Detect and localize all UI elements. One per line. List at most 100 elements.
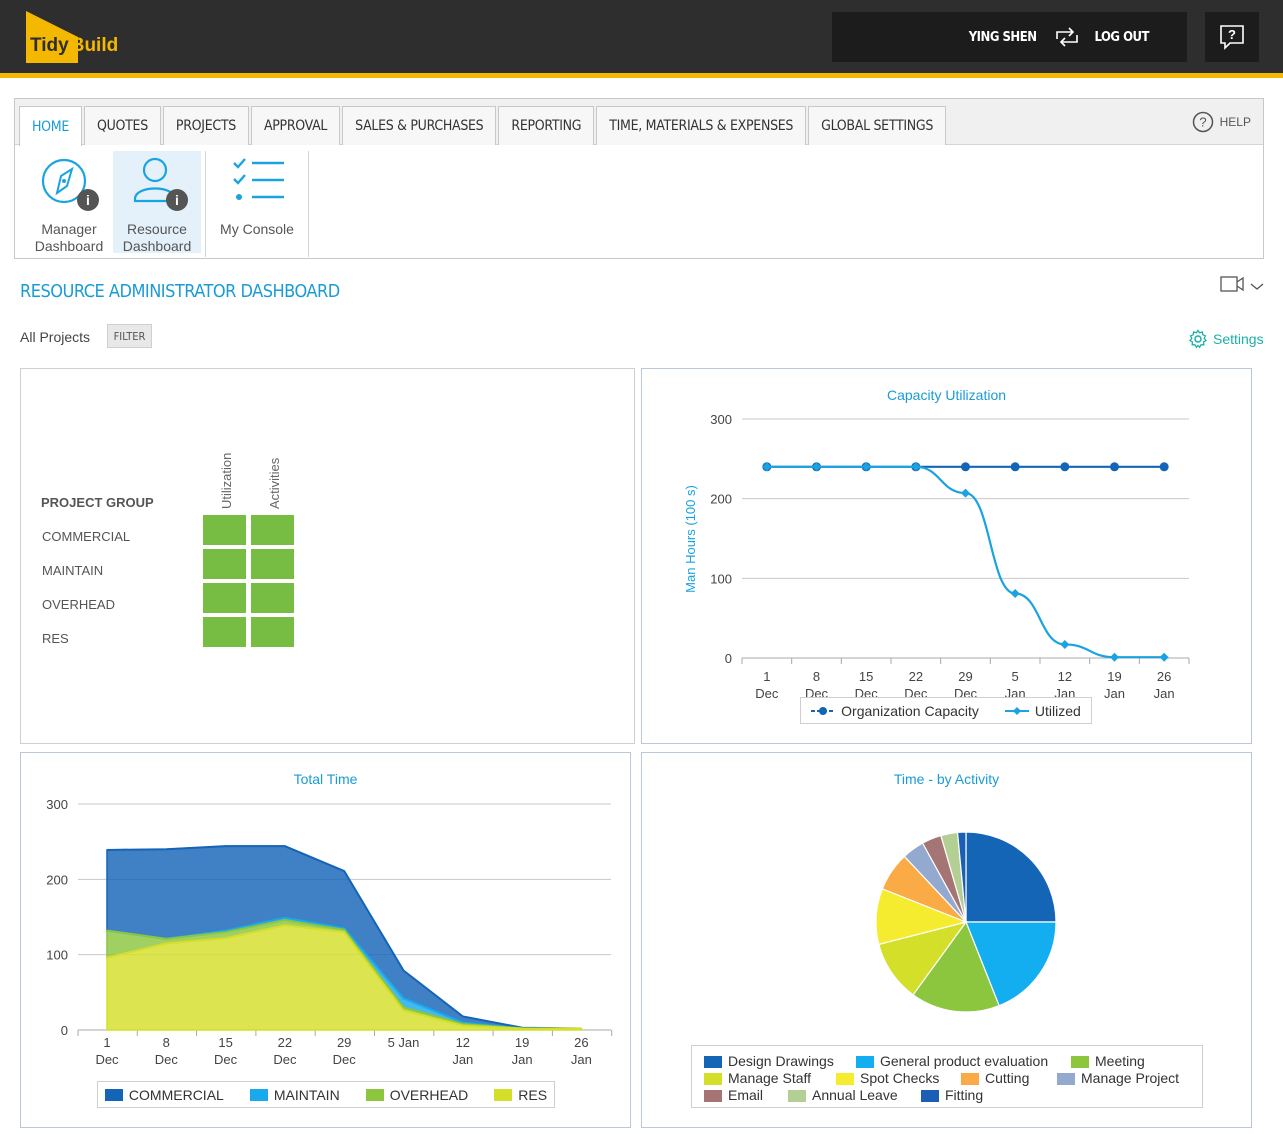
x-tick-label: 5 <box>1012 669 1019 684</box>
legend-commercial[interactable]: COMMERCIAL <box>104 1087 224 1103</box>
resource-dashboard-button[interactable]: i Resource Dashboard <box>113 151 201 254</box>
pie-slice-fitting[interactable] <box>956 831 967 923</box>
legend-swatch <box>704 1072 722 1085</box>
user-icon: i <box>133 157 188 211</box>
tab-home[interactable]: HOME <box>19 106 83 146</box>
x-tick-label: 26 <box>574 1035 588 1050</box>
manager-dashboard-button[interactable]: i Manager Dashboard <box>25 151 113 254</box>
my-console-button[interactable]: My Console <box>210 151 304 253</box>
legend-overhead[interactable]: OVERHEAD <box>365 1087 468 1103</box>
legend-email[interactable]: Email <box>704 1087 763 1104</box>
legend-label: Manage Staff <box>728 1070 812 1086</box>
main-tabs: HOME QUOTES PROJECTS APPROVAL SALES & PURCHA… <box>19 106 947 146</box>
heatmap-cell[interactable] <box>251 515 294 545</box>
legend-organization-capacity[interactable]: Organization Capacity <box>811 703 979 719</box>
data-point[interactable] <box>1060 462 1070 472</box>
legend-fitting[interactable]: Fitting <box>921 1087 983 1104</box>
legend-row: Design Drawings General product evaluatio… <box>704 1053 1190 1070</box>
legend-label: Spot Checks <box>860 1070 940 1086</box>
data-point[interactable] <box>1159 652 1169 662</box>
x-tick-label: Dec <box>273 1052 297 1067</box>
heatmap-column-header: Activities <box>267 457 282 509</box>
data-point[interactable] <box>861 462 871 472</box>
heatmap-column-header: Utilization <box>219 452 234 509</box>
data-point[interactable] <box>1110 462 1119 472</box>
legend-design-drawings[interactable]: Design Drawings <box>704 1053 834 1070</box>
heatmap-cell[interactable] <box>203 549 246 579</box>
legend-spot-checks[interactable]: Spot Checks <box>836 1070 939 1087</box>
data-point[interactable] <box>911 462 921 472</box>
pie-slice-general-product-evaluation[interactable] <box>965 921 1057 1007</box>
y-tick-label: 300 <box>46 797 68 812</box>
project-group-row: COMMERCIAL <box>42 529 131 544</box>
help-link[interactable]: ? HELP <box>1192 111 1251 133</box>
legend-label: Email <box>728 1087 764 1103</box>
tidybuild-logo[interactable]: Tidy Build <box>26 11 118 63</box>
heatmap-cell[interactable] <box>203 617 246 647</box>
legend-swatch <box>856 1055 874 1068</box>
data-point[interactable] <box>762 462 772 472</box>
help-chat-button[interactable]: ? <box>1205 12 1259 62</box>
data-point[interactable] <box>961 488 970 498</box>
legend-meeting[interactable]: Meeting <box>1071 1053 1145 1070</box>
y-tick-label: 200 <box>710 492 732 507</box>
data-point[interactable] <box>961 462 970 472</box>
legend-label: Design Drawings <box>728 1053 834 1069</box>
legend-general-product-evaluation[interactable]: General product evaluation <box>856 1053 1048 1070</box>
heatmap-cell[interactable] <box>251 617 294 647</box>
heatmap-cell[interactable] <box>203 515 246 545</box>
data-point[interactable] <box>812 462 821 472</box>
logout-button[interactable]: LOG OUT <box>1054 27 1149 47</box>
y-tick-label: 300 <box>710 412 732 427</box>
legend-manage-staff[interactable]: Manage Staff <box>704 1070 811 1087</box>
legend-annual-leave[interactable]: Annual Leave <box>788 1087 898 1104</box>
tab-quotes[interactable]: QUOTES <box>84 106 161 145</box>
tab-approval[interactable]: APPROVAL <box>250 106 341 145</box>
legend-maintain[interactable]: MAINTAIN <box>249 1087 340 1103</box>
data-point[interactable] <box>1060 639 1070 649</box>
tab-projects[interactable]: PROJECTS <box>162 106 249 145</box>
ribbon-separator <box>308 151 309 257</box>
y-tick-label: 100 <box>710 571 732 586</box>
tab-reporting[interactable]: REPORTING <box>498 106 595 145</box>
legend-manage-project[interactable]: Manage Project <box>1057 1070 1179 1087</box>
tab-global-settings[interactable]: GLOBAL SETTINGS <box>808 106 947 145</box>
legend-swatch <box>836 1072 854 1085</box>
x-tick-label: 26 <box>1157 669 1171 684</box>
series-line-utilized[interactable] <box>766 465 1165 659</box>
legend-swatch <box>1071 1055 1089 1068</box>
pie-slice-design-drawings[interactable] <box>965 831 1057 923</box>
data-point[interactable] <box>1010 462 1020 472</box>
heatmap-cell[interactable] <box>251 549 294 579</box>
settings-link[interactable]: Settings <box>1188 329 1264 349</box>
legend-cutting[interactable]: Cutting <box>961 1070 1029 1087</box>
data-point[interactable] <box>1010 588 1020 598</box>
tab-sales-purchases[interactable]: SALES & PURCHASES <box>342 106 497 145</box>
tab-time-materials-expenses[interactable]: TIME, MATERIALS & EXPENSES <box>596 106 807 145</box>
legend-utilized[interactable]: Utilized <box>1004 703 1081 719</box>
heatmap-cell[interactable] <box>203 583 246 613</box>
filter-button[interactable]: FILTER <box>107 324 152 348</box>
legend-label: Manage Project <box>1081 1070 1180 1086</box>
ribbon-separator <box>205 151 206 257</box>
video-dropdown[interactable] <box>1220 275 1266 300</box>
logo-build-text: Build <box>70 35 119 56</box>
data-point[interactable] <box>1159 462 1169 472</box>
compass-icon: i <box>41 158 99 211</box>
x-tick-label: Jan <box>512 1052 533 1067</box>
project-scope: All Projects <box>20 329 91 345</box>
user-name[interactable]: YING SHEN <box>968 29 1037 45</box>
pie-slice-meeting[interactable] <box>912 920 1000 1013</box>
legend-res[interactable]: RES <box>494 1087 547 1103</box>
x-tick-label: 19 <box>515 1035 529 1050</box>
legend-swatch <box>788 1089 806 1102</box>
legend-line-marker <box>1004 706 1029 715</box>
checklist-icon <box>233 158 284 200</box>
manager-dashboard-label-1: Manager <box>41 221 97 237</box>
x-tick-label: 29 <box>337 1035 351 1050</box>
capacity-legend: Organization Capacity Utilized <box>800 697 1092 724</box>
x-tick-label: 8 <box>163 1035 170 1050</box>
y-tick-label: 0 <box>61 1023 68 1038</box>
data-point[interactable] <box>1110 652 1119 662</box>
heatmap-cell[interactable] <box>251 583 294 613</box>
